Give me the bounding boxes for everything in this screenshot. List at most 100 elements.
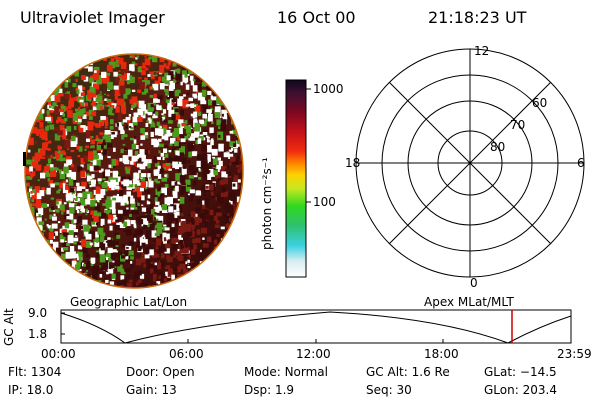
image-pixel bbox=[35, 77, 40, 81]
image-pixel bbox=[40, 249, 46, 257]
image-pixel bbox=[171, 99, 176, 103]
image-pixel bbox=[59, 169, 63, 174]
image-pixel bbox=[31, 210, 36, 216]
image-pixel bbox=[152, 102, 156, 106]
image-pixel bbox=[25, 253, 30, 261]
image-pixel bbox=[129, 55, 133, 58]
image-pixel bbox=[111, 158, 116, 166]
image-pixel bbox=[143, 224, 148, 230]
image-pixel bbox=[211, 264, 215, 268]
image-pixel bbox=[121, 72, 127, 80]
image-pixel bbox=[244, 221, 249, 228]
image-pixel bbox=[34, 141, 38, 145]
image-pixel bbox=[38, 76, 43, 83]
image-pixel bbox=[176, 68, 181, 74]
image-pixel bbox=[141, 218, 147, 227]
image-pixel bbox=[180, 245, 185, 250]
image-pixel bbox=[52, 102, 57, 110]
image-pixel bbox=[114, 260, 121, 267]
image-pixel bbox=[57, 274, 61, 279]
image-pixel bbox=[187, 160, 190, 164]
image-pixel bbox=[235, 165, 240, 168]
image-pixel bbox=[158, 271, 162, 277]
image-pixel bbox=[63, 215, 68, 220]
image-pixel bbox=[72, 224, 76, 229]
image-pixel bbox=[86, 138, 91, 142]
image-pixel bbox=[195, 168, 199, 173]
image-pixel bbox=[25, 168, 31, 175]
image-pixel bbox=[78, 127, 84, 133]
image-pixel bbox=[170, 288, 175, 294]
image-pixel bbox=[120, 106, 127, 115]
image-pixel bbox=[71, 171, 77, 180]
image-pixel bbox=[243, 101, 248, 107]
image-pixel bbox=[241, 196, 243, 200]
image-pixel bbox=[147, 236, 152, 240]
image-pixel bbox=[152, 115, 156, 119]
image-pixel bbox=[225, 262, 228, 266]
image-pixel bbox=[141, 257, 146, 263]
image-pixel bbox=[70, 282, 74, 287]
image-pixel bbox=[72, 83, 77, 88]
info-value: 18.0 bbox=[26, 383, 54, 397]
image-pixel bbox=[137, 78, 142, 84]
image-pixel bbox=[35, 96, 40, 100]
image-pixel bbox=[45, 190, 48, 194]
image-pixel bbox=[43, 97, 47, 101]
image-pixel bbox=[125, 73, 131, 81]
image-pixel bbox=[210, 230, 217, 239]
image-pixel bbox=[79, 211, 82, 214]
image-pixel bbox=[156, 121, 160, 126]
image-pixel bbox=[35, 107, 40, 113]
image-pixel bbox=[73, 241, 77, 245]
image-pixel bbox=[161, 204, 167, 211]
image-pixel bbox=[102, 260, 109, 270]
image-pixel bbox=[222, 119, 227, 127]
image-pixel bbox=[89, 89, 94, 93]
image-pixel bbox=[233, 251, 237, 254]
image-pixel bbox=[53, 213, 56, 217]
image-pixel bbox=[212, 100, 218, 107]
image-pixel bbox=[121, 181, 125, 185]
image-pixel bbox=[122, 143, 126, 146]
image-pixel bbox=[72, 112, 78, 121]
image-pixel bbox=[33, 236, 40, 244]
image-pixel bbox=[240, 154, 243, 162]
image-pixel bbox=[108, 287, 113, 288]
image-pixel bbox=[49, 76, 52, 81]
image-pixel bbox=[48, 100, 52, 106]
image-pixel bbox=[61, 171, 64, 174]
image-pixel bbox=[133, 223, 137, 227]
image-pixel bbox=[200, 97, 206, 103]
image-pixel bbox=[81, 102, 84, 106]
image-pixel bbox=[211, 168, 216, 171]
image-pixel bbox=[95, 191, 102, 200]
image-pixel bbox=[200, 269, 203, 274]
image-pixel bbox=[118, 112, 123, 116]
image-pixel bbox=[108, 176, 113, 182]
image-pixel bbox=[166, 220, 172, 228]
image-pixel bbox=[180, 138, 186, 143]
image-pixel bbox=[177, 199, 180, 201]
image-pixel bbox=[116, 123, 119, 127]
image-pixel bbox=[164, 227, 170, 231]
image-pixel bbox=[155, 224, 158, 227]
image-pixel bbox=[234, 106, 237, 110]
image-pixel bbox=[176, 81, 179, 84]
image-pixel bbox=[48, 225, 54, 231]
image-pixel bbox=[57, 262, 60, 266]
image-pixel bbox=[170, 137, 176, 144]
image-pixel bbox=[243, 79, 247, 84]
image-pixel bbox=[104, 126, 108, 129]
image-pixel bbox=[77, 85, 83, 92]
image-pixel bbox=[226, 244, 231, 248]
image-pixel bbox=[190, 192, 194, 198]
image-pixel bbox=[214, 215, 218, 221]
image-pixel bbox=[167, 256, 173, 263]
image-pixel bbox=[190, 211, 196, 218]
image-pixel bbox=[93, 56, 98, 60]
image-pixel bbox=[34, 192, 39, 199]
image-pixel bbox=[50, 197, 55, 200]
image-pixel bbox=[49, 229, 54, 232]
image-pixel bbox=[71, 260, 77, 267]
